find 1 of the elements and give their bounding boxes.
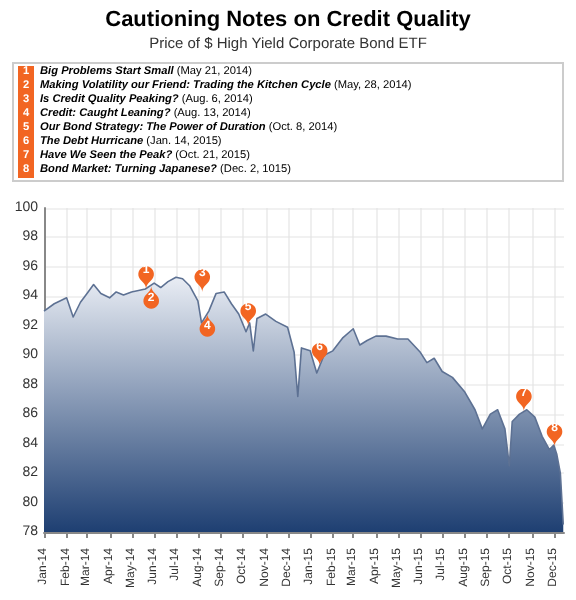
chart-title: Cautioning Notes on Credit Quality xyxy=(103,8,473,34)
